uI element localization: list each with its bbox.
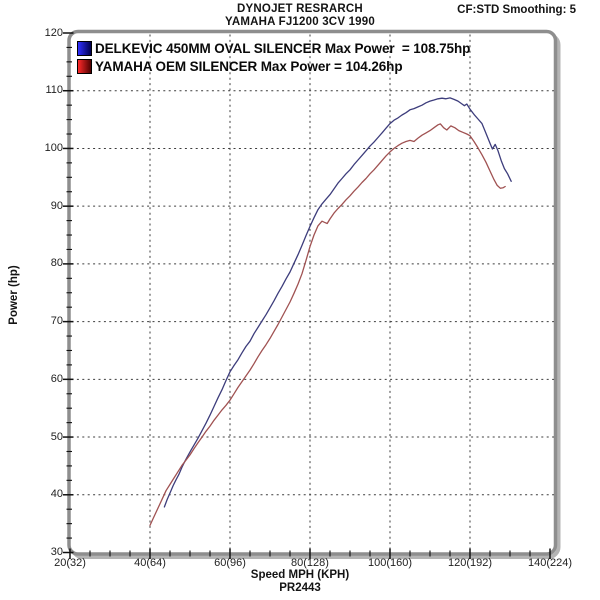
- title-block: DYNOJET RESRARCH YAMAHA FJ1200 3CV 1990: [0, 3, 600, 29]
- x-tick-label: 80(128): [291, 557, 329, 569]
- x-tick-label: 100(160): [367, 557, 413, 569]
- y-tick-label: 80: [50, 257, 63, 270]
- x-tick-label: 140(224): [527, 557, 573, 569]
- plot-frame: [67, 29, 558, 556]
- report-subtitle: YAMAHA FJ1200 3CV 1990: [225, 16, 375, 28]
- legend-label: YAMAHA OEM SILENCER Max Power = 104.26hp: [95, 59, 403, 74]
- legend-label: DELKEVIC 450MM OVAL SILENCER Max Power =…: [95, 41, 471, 56]
- y-tick-label: 120: [44, 26, 63, 39]
- legend-swatch-icon: [77, 41, 92, 56]
- x-tick-label: 20(32): [54, 557, 86, 569]
- smoothing-info: CF:STD Smoothing: 5: [457, 4, 576, 16]
- legend: DELKEVIC 450MM OVAL SILENCER Max Power =…: [77, 40, 470, 75]
- y-tick-label: 60: [50, 372, 63, 385]
- delkevic-450mm-oval-silencer-curve: [163, 97, 512, 508]
- y-tick-label: 90: [50, 199, 63, 212]
- legend-swatch-icon: [77, 59, 92, 74]
- report-title: DYNOJET RESRARCH: [237, 3, 363, 15]
- x-tick-label: 40(64): [134, 557, 166, 569]
- y-tick-label: 50: [50, 430, 63, 443]
- y-tick-label: 40: [50, 488, 63, 501]
- y-tick-label: 70: [50, 315, 63, 328]
- legend-row-yamaha-oem-silencer: YAMAHA OEM SILENCER Max Power = 104.26hp: [77, 58, 470, 75]
- x-axis-label: Speed MPH (KPH): [250, 569, 350, 581]
- y-tick-label: 100: [44, 141, 63, 154]
- run-id: PR2443: [279, 582, 321, 594]
- yamaha-oem-silencer-curve: [149, 123, 506, 527]
- y-tick-label: 110: [45, 84, 63, 97]
- y-tick-label: 30: [50, 546, 63, 558]
- legend-row-delkevic-450mm-oval-silencer: DELKEVIC 450MM OVAL SILENCER Max Power =…: [77, 40, 470, 57]
- x-tick-label: 120(192): [447, 557, 493, 569]
- x-tick-label: 60(96): [214, 557, 246, 569]
